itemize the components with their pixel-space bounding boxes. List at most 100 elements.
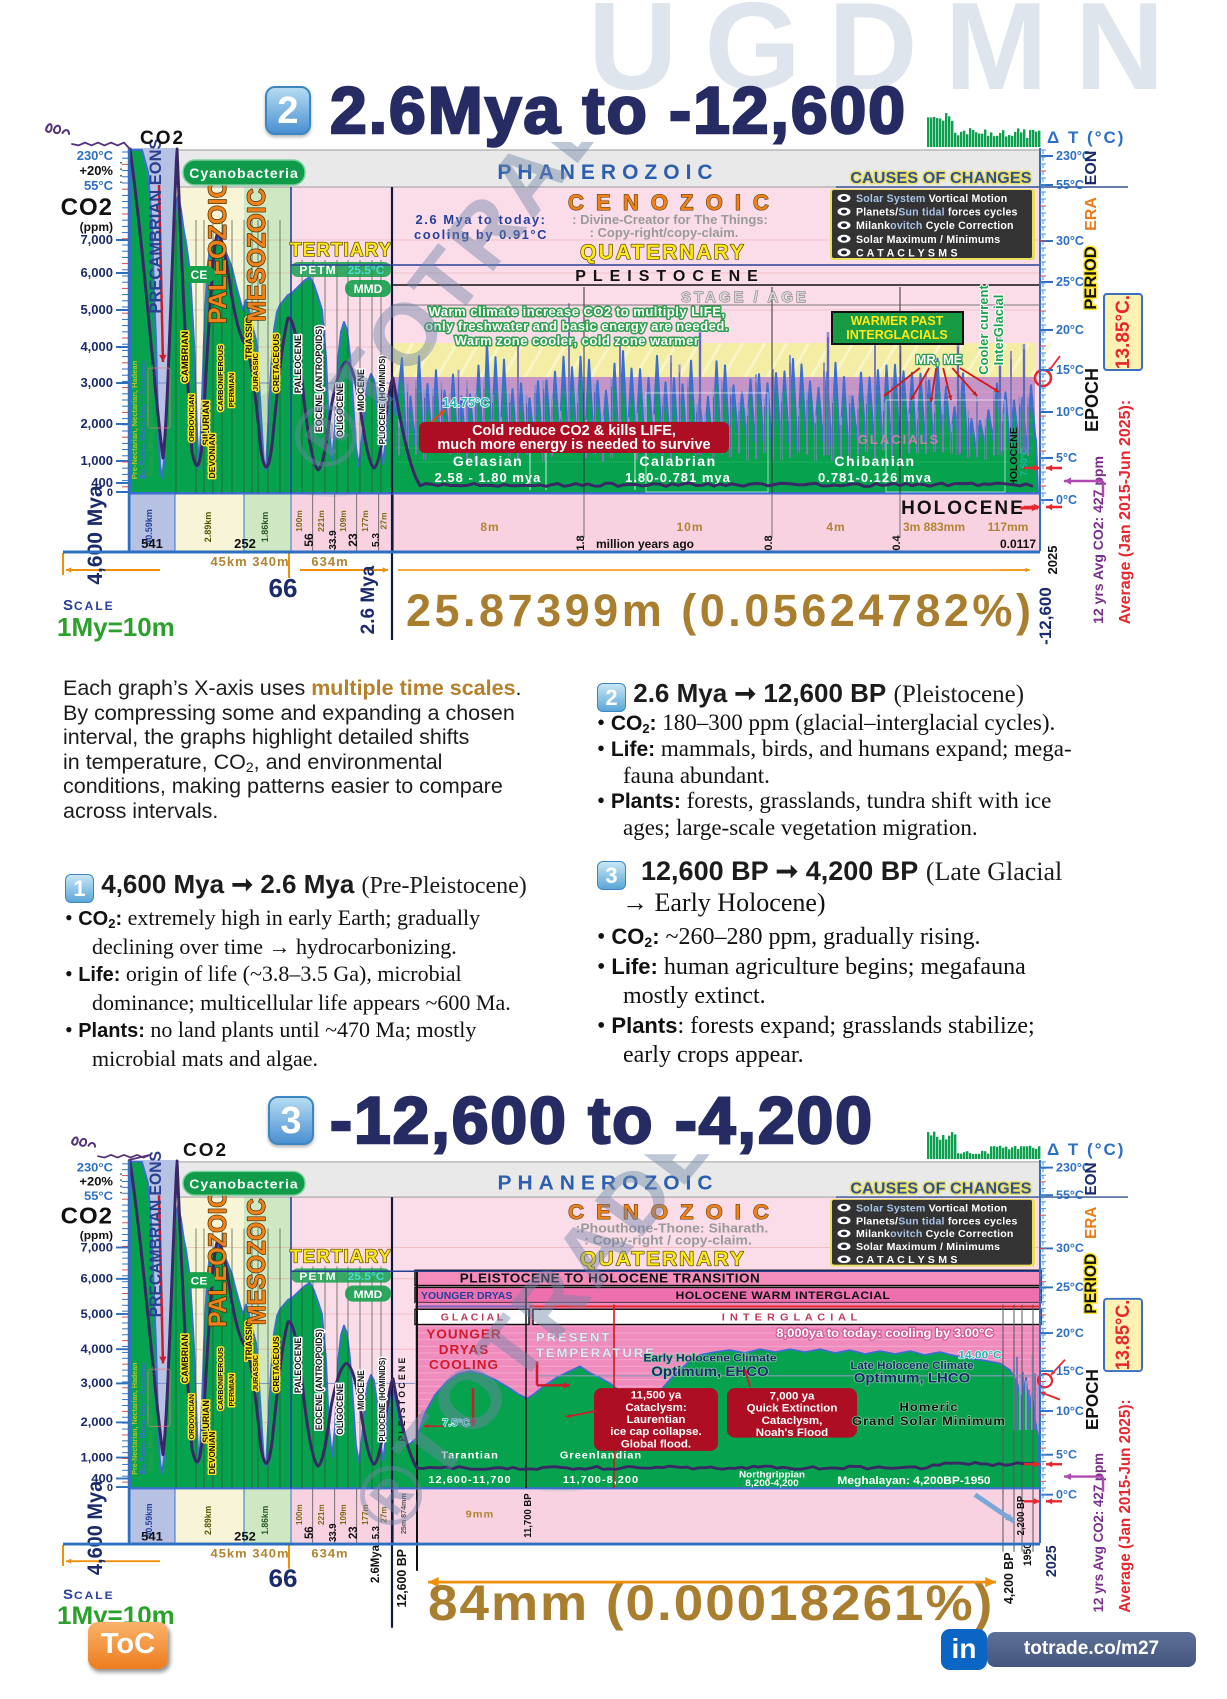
svg-text:Average (Jan 2015-Jun 2025):: Average (Jan 2015-Jun 2025): [1117,400,1134,624]
svg-text:4,600 Mya: 4,600 Mya [84,1480,108,1575]
svg-text:CO2: CO2 [183,1140,228,1160]
svg-text:2,200 BP: 2,200 BP [1016,1495,1027,1535]
svg-text:4,000: 4,000 [80,1342,113,1356]
svg-text:84mm (0.00018261%): 84mm (0.00018261%) [428,1574,994,1631]
svg-text:1.86km: 1.86km [260,512,270,543]
svg-text:1My=10m: 1My=10m [57,612,175,642]
svg-text:C E N O Z O I C: C E N O Z O I C [568,1200,772,1223]
svg-text:HOLOCENE WARM INTERGLACIAL: HOLOCENE WARM INTERGLACIAL [676,1289,891,1302]
svg-text:5,000: 5,000 [80,302,113,317]
svg-text:Pre-Nectarian, Nectarian, Hade: Pre-Nectarian, Nectarian, Hadean [130,360,139,479]
svg-text:PRECAMBRIAN EONS: PRECAMBRIAN EONS [147,1151,165,1318]
svg-text:HOLOCENE: HOLOCENE [901,498,1025,519]
svg-text:Warm climate increase CO2 to m: Warm climate increase CO2 to multiply LI… [429,304,726,319]
svg-text:0.0117: 0.0117 [1000,537,1036,551]
svg-text:CRETACEOUS: CRETACEOUS [271,333,281,392]
svg-text:WARMER PAST: WARMER PAST [851,314,944,328]
svg-text:27m: 27m [378,1507,388,1523]
svg-text:C A T A C L Y S M S: C A T A C L Y S M S [856,247,958,259]
svg-text:9mm: 9mm [466,1509,495,1521]
svg-text:Homeric: Homeric [900,1400,959,1414]
svg-text:2,000: 2,000 [80,1415,113,1429]
svg-text:177m: 177m [360,1504,370,1525]
svg-text:11,700-8,200: 11,700-8,200 [563,1474,639,1486]
svg-text:OLIGOCENE: OLIGOCENE [335,383,345,437]
svg-text:20°C: 20°C [1056,1326,1084,1340]
svg-text:CAUSES OF CHANGES: CAUSES OF CHANGES [850,1181,1031,1198]
svg-text:55°C: 55°C [84,1189,113,1203]
svg-text:MR, ME: MR, ME [916,352,963,367]
svg-text:15°C: 15°C [1056,1364,1084,1378]
svg-text:SILURIAN: SILURIAN [201,1400,211,1443]
svg-text:27m: 27m [379,512,389,529]
svg-text:12 yrs Avg CO2: 427 ppm: 12 yrs Avg CO2: 427 ppm [1091,1453,1106,1612]
svg-text:2.89km: 2.89km [203,512,213,543]
svg-text:CRETACEOUS: CRETACEOUS [271,1336,281,1392]
svg-text:56: 56 [303,1526,316,1539]
svg-text:100m: 100m [294,1504,304,1525]
svg-text:400: 400 [91,1472,113,1486]
svg-text:400: 400 [91,475,113,490]
svg-text:TEMPERATURE: TEMPERATURE [536,1346,656,1360]
svg-text:Solar System Vortical Motion: Solar System Vortical Motion [856,193,1007,205]
svg-text:EPOCH: EPOCH [1082,368,1102,432]
svg-text:InterGlacial: InterGlacial [991,295,1006,366]
svg-text:CE: CE [191,268,208,282]
svg-text:55°C: 55°C [1056,178,1084,192]
svg-text:EON: EON [1083,1163,1100,1196]
svg-text:2.58 - 1.80 mya: 2.58 - 1.80 mya [435,470,542,485]
svg-text:Noah's Flood: Noah's Flood [756,1427,829,1439]
svg-text:P L E I S T O C E N E: P L E I S T O C E N E [397,1358,407,1442]
svg-text:QUATERNARY: QUATERNARY [580,241,746,264]
svg-text:12 yrs Avg CO2: 427 ppm: 12 yrs Avg CO2: 427 ppm [1090,456,1106,624]
svg-text:Early Holocene Climate: Early Holocene Climate [643,1352,777,1365]
svg-text:YOUNGER: YOUNGER [426,1327,501,1342]
svg-text:8m: 8m [480,520,499,534]
svg-text:7.5°C: 7.5°C [442,1417,470,1429]
svg-text:40.59km: 40.59km [144,509,154,545]
svg-text:PLIOCENE (HOMINIDS): PLIOCENE (HOMINIDS) [378,1357,387,1441]
svg-text:45km 340m: 45km 340m [210,1547,289,1561]
svg-text:GLACIALS: GLACIALS [858,432,940,447]
svg-text:PRESENT: PRESENT [536,1331,611,1345]
svg-text:MIOCENE: MIOCENE [356,369,366,411]
svg-text:2025: 2025 [1044,1545,1060,1577]
svg-text:20°C: 20°C [1056,323,1084,337]
svg-text:10m: 10m [676,520,703,534]
svg-text:PALEOCENE: PALEOCENE [293,1338,303,1393]
svg-text:STAGE / AGE: STAGE / AGE [681,289,809,306]
svg-text:4,200 BP: 4,200 BP [1002,1552,1016,1604]
svg-text:DEVONIAN: DEVONIAN [207,434,217,479]
svg-text:Cyanobacteria: Cyanobacteria [189,165,298,181]
svg-text:5°C: 5°C [1056,1448,1077,1462]
svg-text:14.75°C: 14.75°C [442,395,490,410]
svg-text:EOCENE (ANTROPOIDS): EOCENE (ANTROPOIDS) [314,1329,324,1430]
svg-text:1,000: 1,000 [80,453,113,468]
svg-text:PHANEROZOIC: PHANEROZOIC [497,1172,718,1194]
svg-text:11,500 ya: 11,500 ya [631,1390,682,1402]
svg-text:CO2: CO2 [61,1203,113,1228]
svg-text:30°C: 30°C [1056,234,1084,248]
svg-text:33.9: 33.9 [328,1523,339,1542]
svg-text:+20%: +20% [79,1175,113,1189]
svg-text:25°C: 25°C [1056,1280,1084,1294]
svg-text:0.8: 0.8 [763,535,775,550]
svg-text:ERA: ERA [1083,197,1100,231]
svg-text:40.59km: 40.59km [144,1503,154,1537]
svg-text:TERTIARY: TERTIARY [290,240,392,261]
svg-text:PERMIAN: PERMIAN [227,1374,236,1407]
svg-text:-12,600: -12,600 [1036,587,1055,645]
svg-text:Warm zone cooler, cold zone wa: Warm zone cooler, cold zone warmer [455,333,700,348]
svg-text:YOUNGER DRYAS: YOUNGER DRYAS [421,1291,512,1302]
svg-text:INTERGLACIALS: INTERGLACIALS [846,328,947,342]
svg-text:2.6Mya: 2.6Mya [369,1545,382,1583]
svg-text:PLIOCENE (HOMINIDS): PLIOCENE (HOMINIDS) [378,355,387,444]
svg-text:Planets/Sun tidal forces cycle: Planets/Sun tidal forces cycles [856,207,1018,219]
svg-text:6,000: 6,000 [80,1272,113,1286]
svg-text:Laurentian: Laurentian [627,1414,686,1426]
svg-text:10°C: 10°C [1056,405,1084,419]
svg-text:1.80-0.781 mya: 1.80-0.781 mya [625,470,731,485]
svg-text:CAMBRIAN: CAMBRIAN [180,331,191,383]
svg-text:Cold reduce CO2 & kills LIFE,: Cold reduce CO2 & kills LIFE, [472,423,676,439]
svg-text:1.86km: 1.86km [260,1506,270,1535]
